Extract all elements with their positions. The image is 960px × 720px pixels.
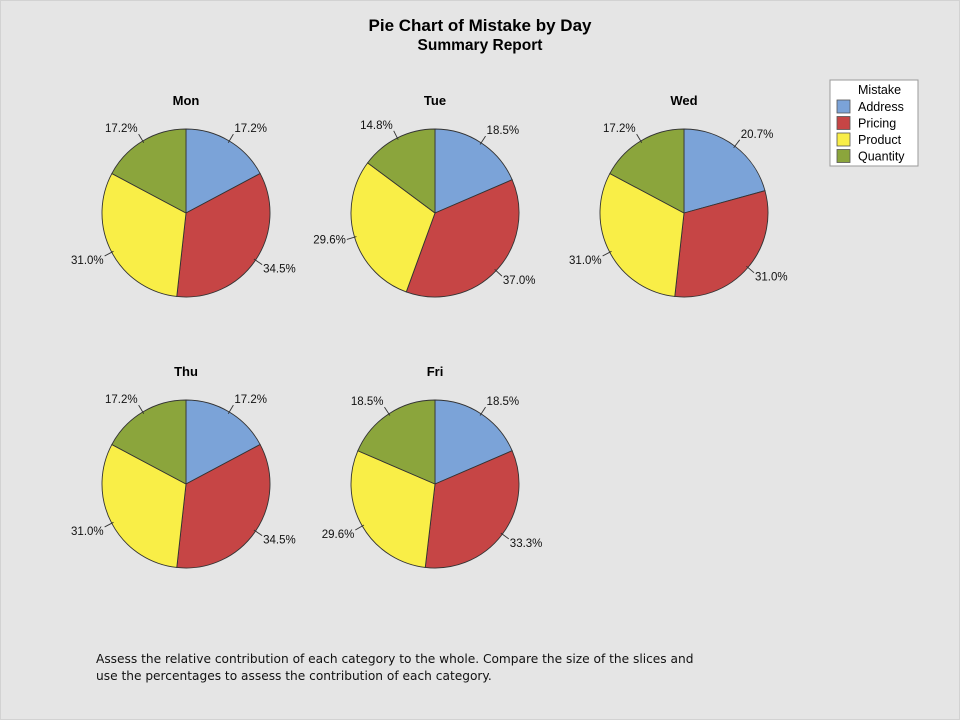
pies-layer: Mon 17.2% 34.5% 31.0% 17.2% Tue 18.5% 37.0% 29.6… xyxy=(71,93,788,569)
slice-label: 17.2% xyxy=(105,123,138,135)
slice-label: 17.2% xyxy=(105,394,138,406)
slice-label-leader xyxy=(479,135,486,145)
slice-label: 18.5% xyxy=(487,125,520,137)
slice-label-leader xyxy=(253,258,263,266)
slice-label: 14.8% xyxy=(360,120,393,132)
slice-label-leader xyxy=(355,524,365,531)
slice-label-leader xyxy=(479,406,486,416)
slice-label: 31.0% xyxy=(71,526,104,538)
pie-thu: Thu 17.2% 34.5% 31.0% 17.2% xyxy=(71,364,296,569)
chart-subtitle: Summary Report xyxy=(418,37,543,54)
pie-title: Mon xyxy=(173,93,200,108)
slice-label: 17.2% xyxy=(234,123,267,135)
slice-label: 37.0% xyxy=(503,275,536,287)
slice-label-leader xyxy=(227,404,234,414)
chart-title: Pie Chart of Mistake by Day xyxy=(369,16,593,35)
pie-fri: Fri 18.5% 33.3% 29.6% 18.5% xyxy=(322,364,543,569)
legend-label: Quantity xyxy=(858,150,905,164)
legend-item-product: Product xyxy=(836,132,902,147)
slice-label: 20.7% xyxy=(741,129,774,141)
pie-title: Wed xyxy=(670,93,697,108)
legend-label: Pricing xyxy=(858,117,896,131)
slice-label: 29.6% xyxy=(313,234,346,246)
slice-label: 34.5% xyxy=(263,535,296,547)
slice-label: 18.5% xyxy=(351,396,384,408)
legend-title: Mistake xyxy=(858,83,901,97)
legend: Mistake Address Pricing Product Quantity xyxy=(829,79,919,167)
pie-wed: Wed 20.7% 31.0% 31.0% 17.2% xyxy=(569,93,788,298)
slice-label: 17.2% xyxy=(603,123,636,135)
slice-label-leader xyxy=(636,133,643,143)
slice-label-leader xyxy=(346,236,357,240)
legend-label: Address xyxy=(858,100,904,114)
slice-label-leader xyxy=(384,406,391,416)
slice-label-leader xyxy=(393,130,399,140)
legend-swatch xyxy=(836,149,851,163)
legend-item-pricing: Pricing xyxy=(836,116,896,131)
slice-label: 34.5% xyxy=(263,264,296,276)
pie-tue: Tue 18.5% 37.0% 29.6% 14.8% xyxy=(313,93,536,298)
slice-label-leader xyxy=(602,250,612,257)
legend-item-address: Address xyxy=(836,99,904,114)
pie-title: Thu xyxy=(174,364,198,379)
pie-mon: Mon 17.2% 34.5% 31.0% 17.2% xyxy=(71,93,296,298)
slice-label-leader xyxy=(746,265,755,274)
slice-label: 33.3% xyxy=(510,538,543,550)
legend-label: Product xyxy=(858,133,902,147)
slice-label: 31.0% xyxy=(569,255,602,267)
slice-label-leader xyxy=(104,250,114,257)
interpretation-line-2: use the percentages to assess the contri… xyxy=(96,669,492,683)
slice-label-leader xyxy=(104,521,114,528)
slice-label-leader xyxy=(733,139,741,149)
legend-item-quantity: Quantity xyxy=(836,149,905,164)
slice-label-leader xyxy=(253,529,263,537)
pie-title: Tue xyxy=(424,93,446,108)
slice-label: 31.0% xyxy=(755,272,788,284)
legend-swatch xyxy=(836,99,851,114)
slice-label-leader xyxy=(138,133,145,143)
slice-label: 29.6% xyxy=(322,529,355,541)
slice-label-leader xyxy=(138,404,145,414)
slice-label-leader xyxy=(494,268,503,277)
legend-swatch xyxy=(836,116,851,130)
legend-swatch xyxy=(836,132,851,147)
slice-label: 31.0% xyxy=(71,255,104,267)
slice-label: 17.2% xyxy=(234,394,267,406)
pie-title: Fri xyxy=(427,364,444,379)
slice-label-leader xyxy=(500,532,510,540)
slice-label: 18.5% xyxy=(487,396,520,408)
slice-label-leader xyxy=(227,133,234,143)
interpretation-note: Assess the relative contribution of each… xyxy=(96,651,736,685)
interpretation-line-1: Assess the relative contribution of each… xyxy=(96,652,694,666)
